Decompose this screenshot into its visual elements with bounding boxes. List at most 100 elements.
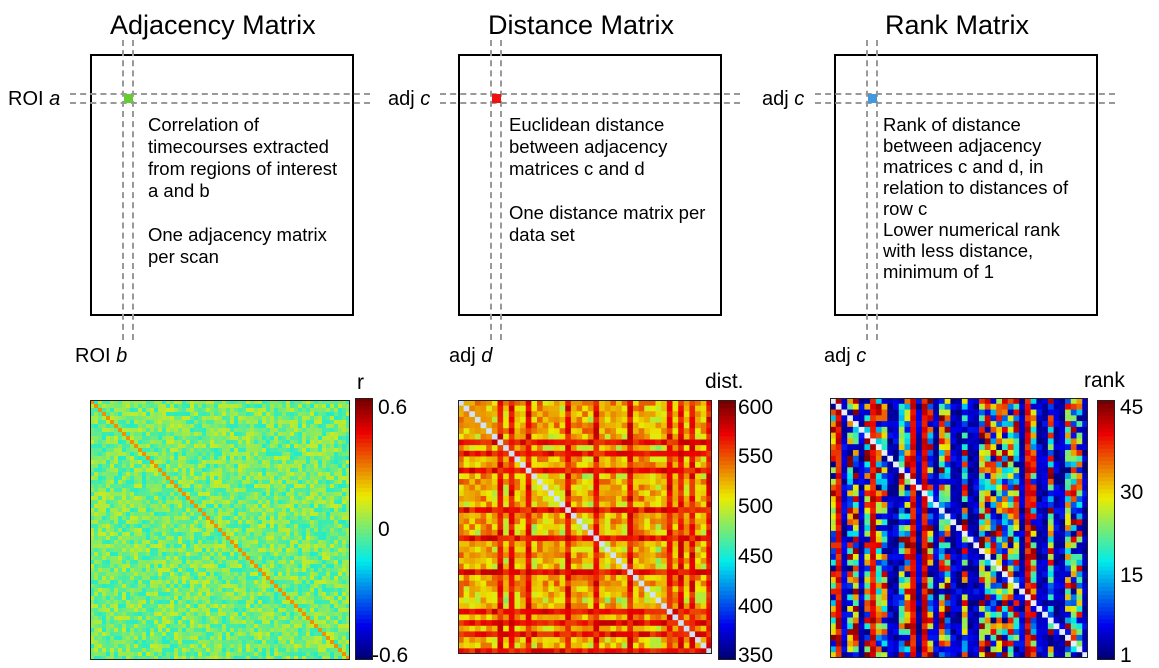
matrix-cell <box>326 476 331 481</box>
matrix-cell <box>110 488 115 493</box>
matrix-cell <box>274 424 279 429</box>
matrix-cell <box>206 444 211 449</box>
matrix-cell <box>190 428 195 433</box>
matrix-cell <box>270 616 275 621</box>
matrix-cell <box>306 648 311 653</box>
matrix-cell <box>190 452 195 457</box>
matrix-cell <box>246 620 251 625</box>
adjacency-schematic-box <box>90 54 354 316</box>
matrix-cell <box>210 424 215 429</box>
matrix-cell <box>150 552 155 557</box>
matrix-cell <box>338 472 343 477</box>
matrix-cell <box>553 445 560 452</box>
matrix-cell <box>587 462 594 469</box>
matrix-cell <box>469 405 476 412</box>
matrix-cell <box>170 488 175 493</box>
matrix-cell <box>214 588 219 593</box>
matrix-cell <box>106 532 111 537</box>
matrix-cell <box>130 524 135 529</box>
matrix-cell <box>238 604 243 609</box>
matrix-cell <box>338 656 343 660</box>
matrix-cell <box>610 479 617 485</box>
matrix-cell <box>206 424 211 429</box>
matrix-cell <box>162 424 167 429</box>
matrix-cell <box>222 464 227 469</box>
matrix-cell <box>254 536 259 541</box>
matrix-cell <box>174 416 179 421</box>
matrix-cell <box>218 628 223 633</box>
matrix-cell <box>134 600 139 605</box>
matrix-cell <box>206 616 211 621</box>
matrix-cell <box>186 544 191 549</box>
matrix-cell <box>226 564 231 569</box>
matrix-cell <box>342 428 347 433</box>
matrix-cell <box>294 604 299 609</box>
matrix-cell <box>246 404 251 409</box>
matrix-cell <box>202 604 207 609</box>
matrix-cell <box>214 528 219 533</box>
matrix-cell <box>226 624 231 629</box>
matrix-cell <box>342 488 347 493</box>
matrix-cell <box>278 412 283 417</box>
matrix-cell <box>306 404 311 409</box>
matrix-cell <box>178 540 183 545</box>
matrix-cell <box>290 620 295 625</box>
matrix-cell <box>206 628 211 633</box>
matrix-cell <box>174 468 179 473</box>
matrix-cell <box>146 524 151 529</box>
matrix-cell <box>130 584 135 589</box>
matrix-cell <box>214 632 219 637</box>
matrix-cell <box>576 473 583 480</box>
matrix-cell <box>695 479 702 485</box>
matrix-cell <box>282 492 287 497</box>
matrix-cell <box>258 560 263 565</box>
matrix-cell <box>306 512 311 517</box>
matrix-cell <box>638 400 645 406</box>
matrix-cell <box>294 516 299 521</box>
matrix-cell <box>126 472 131 477</box>
matrix-cell <box>474 467 481 474</box>
matrix-cell <box>338 448 343 453</box>
matrix-cell <box>214 600 219 605</box>
matrix-cell <box>162 412 167 417</box>
matrix-cell <box>262 624 267 629</box>
matrix-cell <box>326 624 331 629</box>
matrix-cell <box>142 552 147 557</box>
matrix-cell <box>190 600 195 605</box>
matrix-cell <box>242 596 247 601</box>
matrix-cell <box>182 496 187 501</box>
matrix-cell <box>218 472 223 477</box>
matrix-cell <box>190 504 195 509</box>
matrix-cell <box>306 440 311 445</box>
matrix-cell <box>194 448 199 453</box>
matrix-cell <box>599 462 606 469</box>
matrix-cell <box>306 424 311 429</box>
matrix-cell <box>114 500 119 505</box>
matrix-cell <box>270 472 275 477</box>
matrix-cell <box>162 644 167 649</box>
matrix-cell <box>254 612 259 617</box>
matrix-cell <box>610 422 617 429</box>
matrix-cell <box>599 456 606 463</box>
matrix-cell <box>672 484 679 491</box>
matrix-cell <box>206 548 211 553</box>
matrix-cell <box>525 473 532 480</box>
matrix-cell <box>138 612 143 617</box>
matrix-cell <box>118 464 123 469</box>
matrix-cell <box>190 556 195 561</box>
matrix-cell <box>346 404 350 409</box>
matrix-cell <box>218 516 223 521</box>
matrix-cell <box>234 456 239 461</box>
matrix-cell <box>565 428 572 435</box>
matrix-cell <box>230 460 235 465</box>
matrix-cell <box>330 452 335 457</box>
matrix-cell <box>98 552 103 557</box>
matrix-cell <box>322 556 327 561</box>
matrix-cell <box>689 422 696 429</box>
matrix-cell <box>130 612 135 617</box>
matrix-cell <box>162 444 167 449</box>
matrix-cell <box>114 488 119 493</box>
matrix-cell <box>98 592 103 597</box>
matrix-cell <box>170 492 175 497</box>
matrix-cell <box>286 604 291 609</box>
